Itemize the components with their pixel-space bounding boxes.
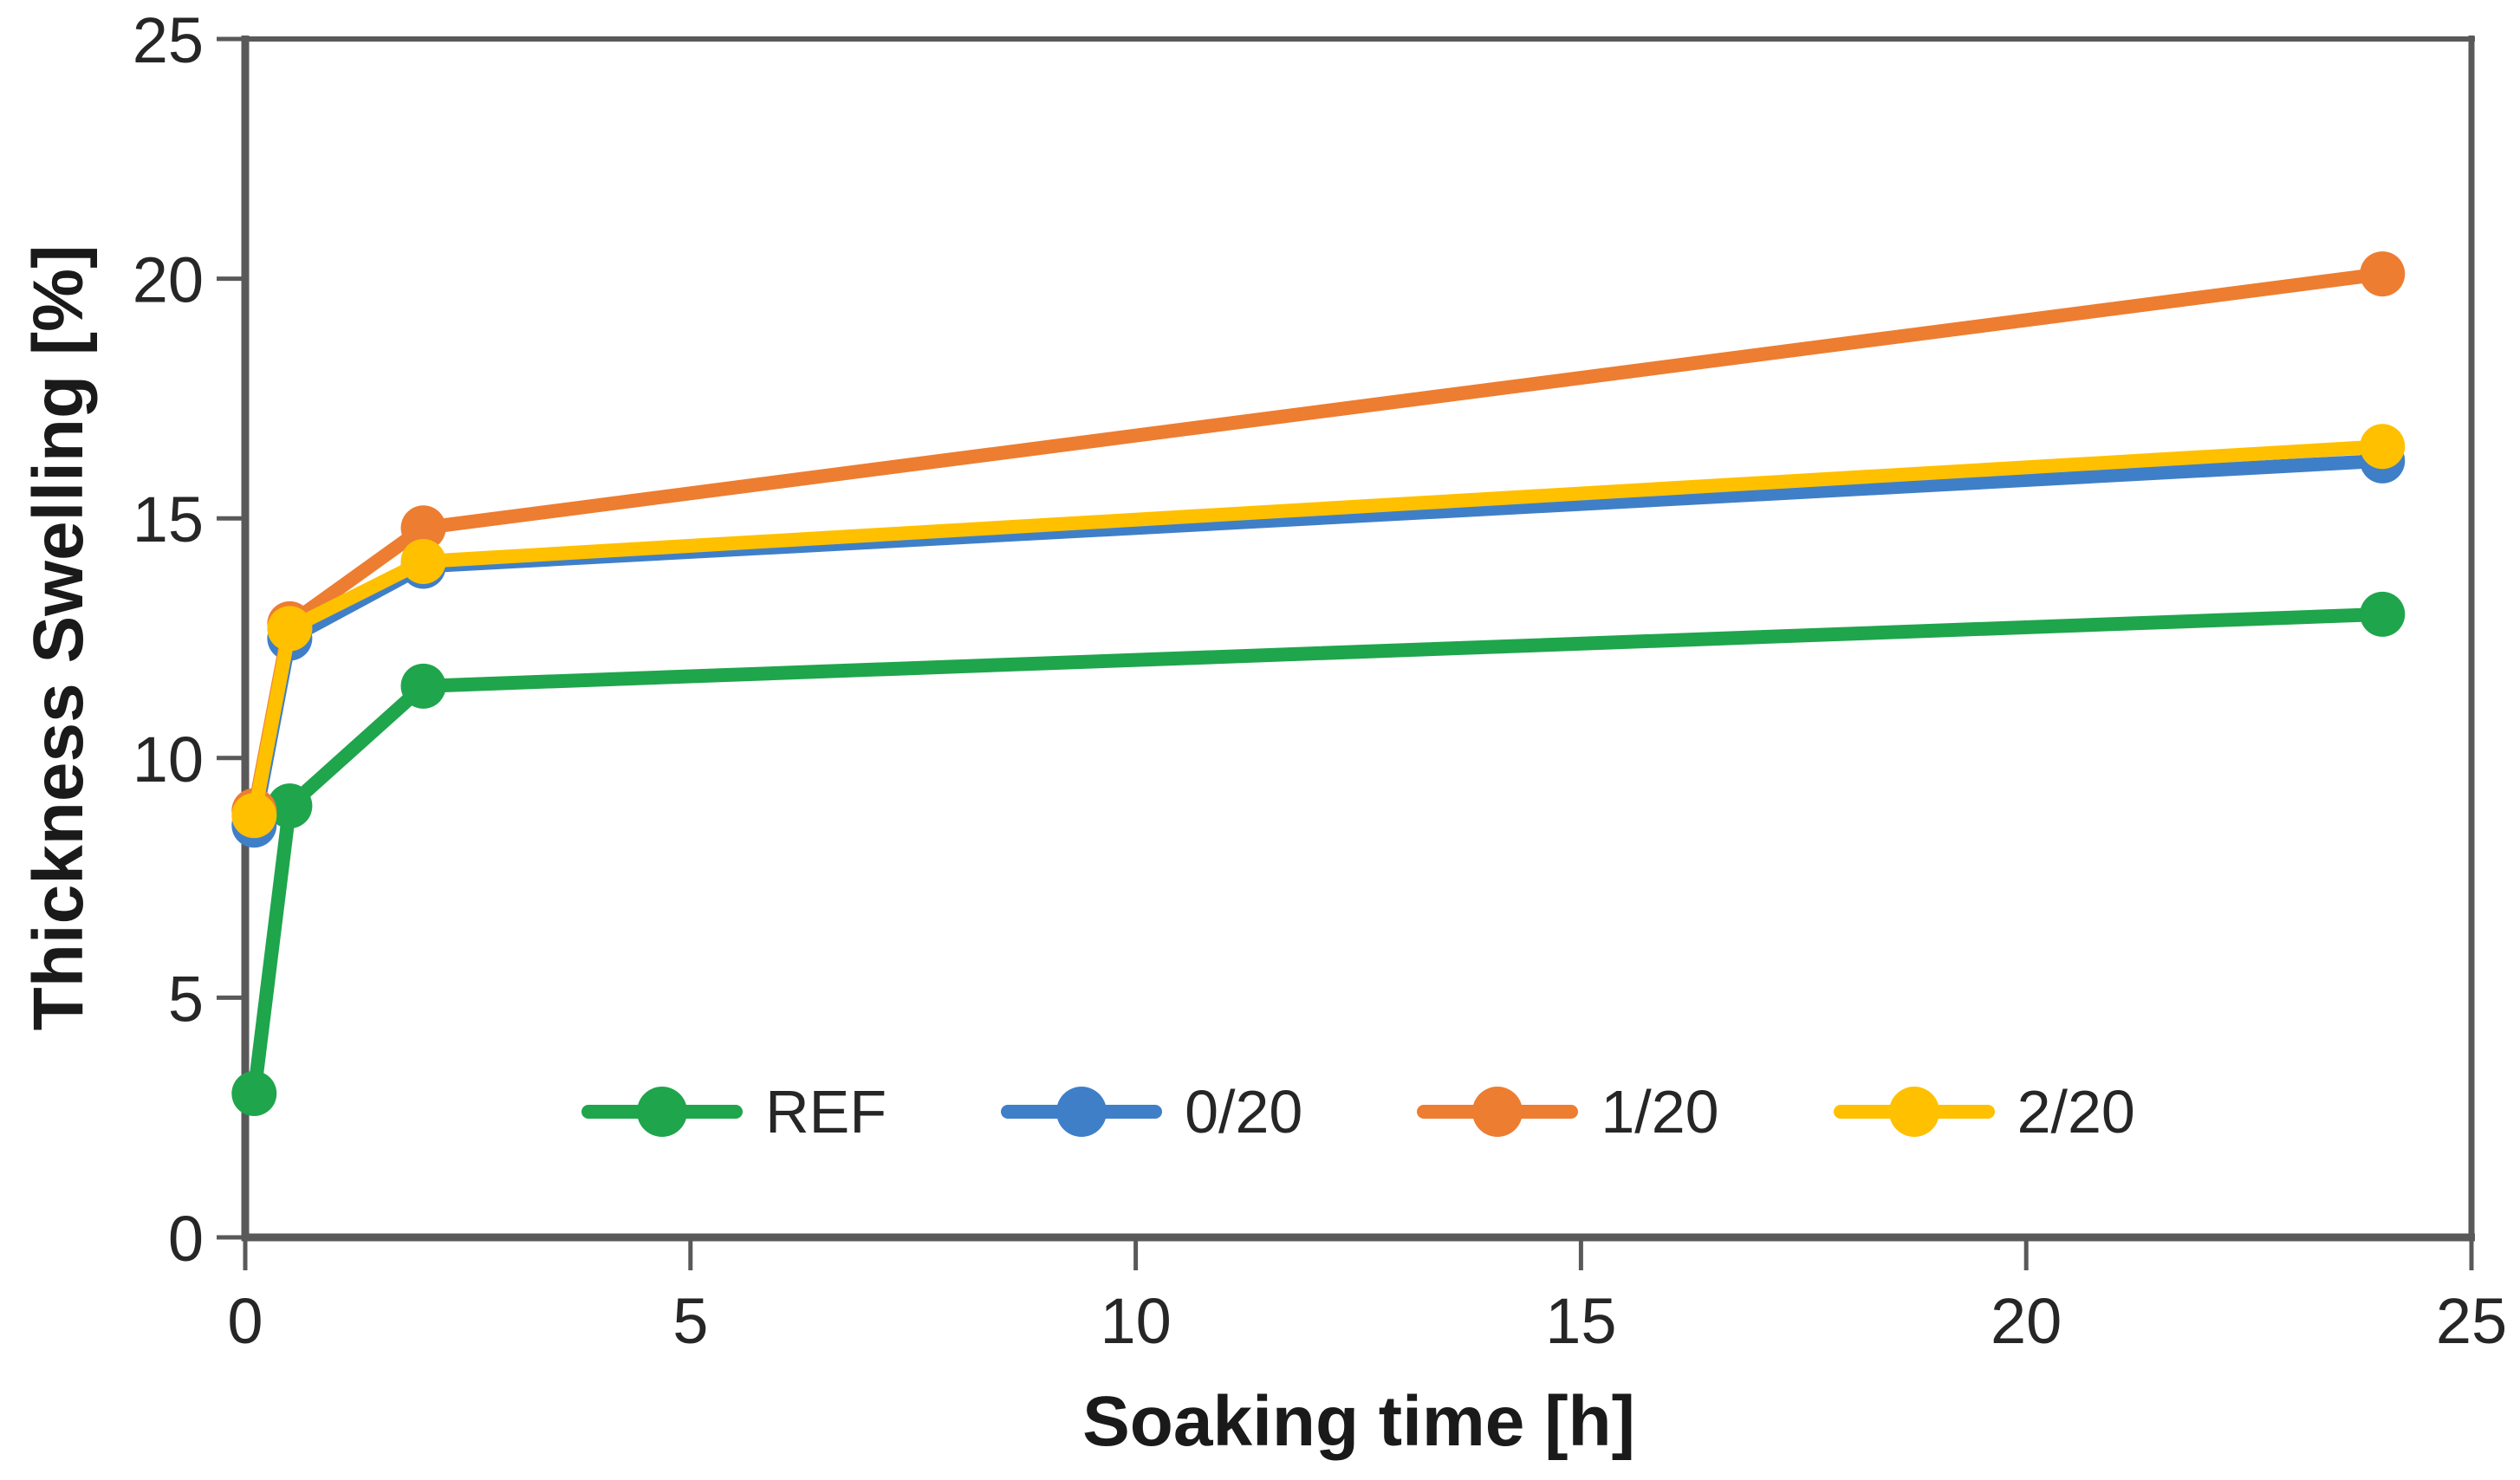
y-tick-label: 10 <box>133 724 204 795</box>
series-line <box>247 267 2390 818</box>
legend-marker-1-20 <box>1417 1087 1579 1137</box>
series-2-20 <box>231 424 2406 839</box>
legend-marker-ref <box>581 1087 744 1137</box>
x-tick-label: 15 <box>1545 1285 1616 1357</box>
x-axis-tick-labels: 0 5 10 15 20 25 <box>227 1285 2507 1357</box>
legend-item-ref: REF <box>581 1077 887 1146</box>
y-axis-tick-labels: 0 5 10 15 20 25 <box>133 4 204 1275</box>
y-tick-label: 5 <box>168 963 204 1035</box>
data-point <box>231 1071 277 1117</box>
legend-item-2-20: 2/20 <box>1833 1077 2135 1146</box>
series-0-20 <box>231 438 2406 848</box>
y-tick-label: 0 <box>168 1203 204 1275</box>
plot-frame <box>241 36 2475 1242</box>
legend-dot-icon <box>637 1087 688 1137</box>
data-series <box>231 251 2406 1117</box>
y-axis-ticks <box>217 36 245 1240</box>
legend-item-1-20: 1/20 <box>1417 1077 1719 1146</box>
data-point <box>267 783 313 829</box>
data-point <box>400 538 446 584</box>
data-point <box>2360 251 2406 297</box>
legend-label: 2/20 <box>2017 1078 2135 1146</box>
x-axis-title: Soaking time [h] <box>1082 1382 1635 1461</box>
legend-marker-2-20 <box>1833 1087 1995 1137</box>
x-tick-label: 25 <box>2436 1285 2507 1357</box>
x-tick-label: 10 <box>1100 1285 1171 1357</box>
legend-dot-icon <box>1472 1087 1523 1137</box>
legend-label: 1/20 <box>1601 1078 1719 1146</box>
data-point <box>2360 591 2406 637</box>
data-point <box>2360 424 2406 470</box>
data-point <box>231 793 277 839</box>
x-tick-label: 0 <box>227 1285 263 1357</box>
series-1-20 <box>231 251 2406 834</box>
y-tick-label: 15 <box>133 484 204 555</box>
legend-dot-icon <box>1888 1087 1939 1137</box>
y-axis-title: Thickness Swelling [%] <box>19 245 98 1031</box>
series-line <box>247 607 2390 1101</box>
legend-dot-icon <box>1056 1087 1107 1137</box>
series-line <box>247 439 2390 823</box>
data-point <box>400 663 446 709</box>
x-tick-label: 20 <box>1991 1285 2062 1357</box>
data-point <box>400 505 446 551</box>
legend-item-0-20: 0/20 <box>1001 1077 1302 1146</box>
x-axis-ticks <box>243 1237 2474 1270</box>
data-point <box>267 606 313 652</box>
x-tick-label: 5 <box>672 1285 708 1357</box>
legend-marker-0-20 <box>1001 1087 1163 1137</box>
y-tick-label: 20 <box>133 244 204 316</box>
y-tick-label: 25 <box>133 4 204 76</box>
series-ref <box>231 591 2406 1117</box>
legend-label: 0/20 <box>1185 1078 1303 1146</box>
legend: REF 0/20 1/20 2/20 <box>245 1058 2471 1165</box>
legend-label: REF <box>765 1078 887 1146</box>
